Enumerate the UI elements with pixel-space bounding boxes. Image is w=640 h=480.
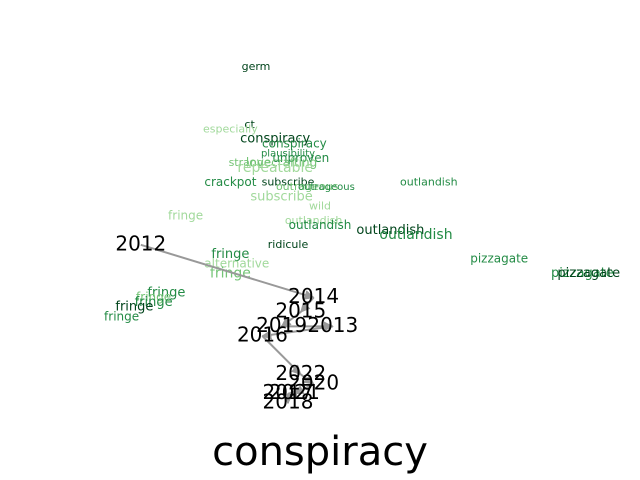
year-label: 2015 xyxy=(275,299,326,323)
word-label: lovecrafting xyxy=(246,156,317,170)
word-label: ridicule xyxy=(268,238,309,251)
word-label: conspiracy xyxy=(262,137,327,151)
word-label: subscribe xyxy=(250,189,312,204)
word-label: outrageous xyxy=(298,182,355,193)
word-label: alternative xyxy=(204,257,269,271)
year-label: 2018 xyxy=(263,390,314,414)
year-label: 2013 xyxy=(307,313,358,337)
year-label: 2016 xyxy=(237,323,288,347)
word-label: subscribe xyxy=(262,175,315,188)
word-label: wild xyxy=(309,199,331,212)
word-label: unproven xyxy=(272,151,329,165)
word-label: fringe xyxy=(211,247,249,262)
year-label: 2021 xyxy=(269,380,320,404)
word-label: outlandish xyxy=(289,218,352,232)
word-label: fringe xyxy=(104,309,139,323)
word-label: fringe xyxy=(147,285,185,300)
word-label: pizzagate xyxy=(551,266,614,281)
word-label: outlandish xyxy=(379,227,452,243)
year-label: 2020 xyxy=(288,371,339,395)
word-label: crackpot xyxy=(204,175,256,189)
word-label: outlandish xyxy=(400,175,458,188)
trajectory-arrow xyxy=(261,335,302,376)
trajectory-arrow xyxy=(300,373,315,385)
word-label: conspiracy xyxy=(240,132,310,147)
word-label: fringe xyxy=(136,290,171,304)
word-label: especially xyxy=(203,123,258,136)
year-label: 2017 xyxy=(263,380,314,404)
year-label: 2012 xyxy=(115,231,166,255)
word-label: repeatable xyxy=(237,160,313,176)
chart-title: conspiracy xyxy=(212,429,428,475)
word-label: outlandish xyxy=(285,214,343,227)
word-label: germ xyxy=(242,60,271,73)
word-label: fringe xyxy=(135,295,173,310)
trajectory-arrow xyxy=(300,296,315,313)
trajectory-arrow xyxy=(261,325,333,340)
year-label: 2019 xyxy=(256,313,307,337)
word-label: outlandish xyxy=(356,223,424,238)
word-label: pizzagate xyxy=(557,266,620,281)
trajectory-arrow xyxy=(280,311,302,328)
year-label: 2022 xyxy=(275,361,326,385)
word-label: fringe xyxy=(168,209,203,223)
word-label: fringe xyxy=(115,300,153,315)
word-label: plausibility xyxy=(261,149,315,160)
trajectory-arrow xyxy=(140,243,315,300)
word-label: outrageous xyxy=(276,180,339,193)
word-label: strange xyxy=(229,156,271,169)
year-label: 2014 xyxy=(288,284,339,308)
trajectory-arrow xyxy=(293,383,315,395)
word-label: ct xyxy=(244,118,255,131)
word-labels: germctespeciallyconspiracyconspiracyplau… xyxy=(104,60,620,323)
trajectory-arrows xyxy=(140,243,334,405)
word-label: pizzagate xyxy=(470,252,528,266)
